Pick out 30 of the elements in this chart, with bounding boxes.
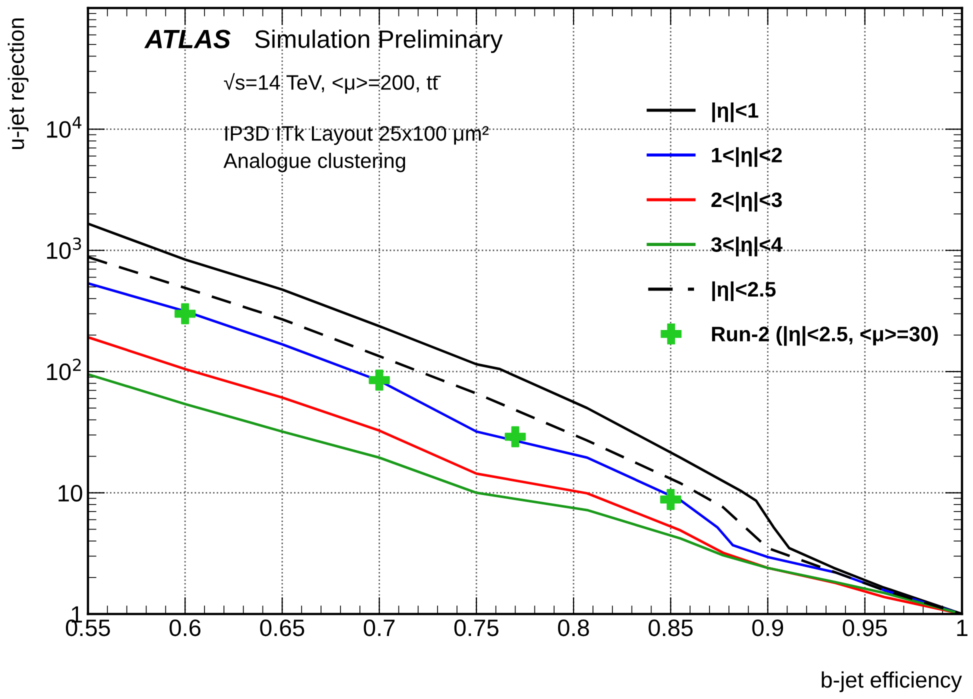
x-tick-label: 1 — [957, 620, 968, 636]
legend-label: Run-2 (|η|<2.5, <μ>=30) — [712, 326, 938, 346]
x-tick-label: 0.85 — [648, 619, 693, 636]
point — [368, 370, 390, 391]
legend-label: 1<|η|<2 — [712, 147, 782, 167]
annotation: ATLAS — [144, 30, 231, 48]
x-tick-label: 0.9 — [752, 619, 784, 636]
x-tick-label: 0.6 — [170, 619, 200, 636]
y-tick-label: 10$^{4}$ — [47, 116, 82, 138]
point — [504, 426, 526, 448]
annotation: Simulation Preliminary — [255, 30, 503, 53]
legend-label: 2<|η|<3 — [711, 192, 782, 212]
annotation: IP3D ITk Layout 25x100 μm² — [225, 126, 489, 145]
y-axis-title: u-jet rejection — [8, 18, 29, 150]
y-tick-label: 10$^{2}$ — [47, 358, 81, 380]
x-tick-label: 0.8 — [558, 619, 589, 636]
legend-label: |η|<2.5 — [712, 281, 776, 302]
annotation: Analogue clustering — [223, 152, 406, 172]
legend-label: 3<|η|<4 — [711, 236, 782, 256]
x-axis-title: b-jet efficiency — [822, 671, 962, 692]
x-tick-label: 0.65 — [260, 619, 304, 636]
point — [174, 303, 196, 324]
point — [660, 489, 682, 510]
x-tick-label: 0.95 — [842, 619, 887, 636]
x-tick-label: 0.75 — [454, 619, 498, 636]
x-tick-label: 0.7 — [364, 619, 395, 636]
y-tick-label: 10$^{3}$ — [47, 237, 81, 259]
annotation: √s=14 TeV, <μ>=200, tt̄ — [224, 73, 441, 94]
y-tick-label: 10 — [58, 484, 82, 502]
legend-label: |η|<1 — [712, 102, 758, 122]
